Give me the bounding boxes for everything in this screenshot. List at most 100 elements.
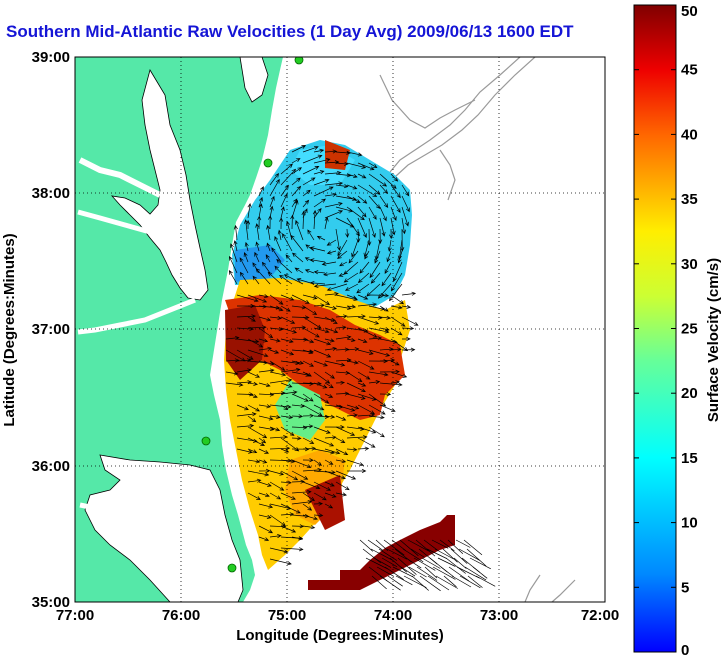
velocity-arrow (313, 303, 325, 308)
colorbar-tick-label: 20 (681, 385, 698, 402)
velocity-arrow (357, 446, 370, 451)
velocity-arrow (365, 557, 389, 570)
velocity-arrow (291, 158, 301, 164)
velocity-arrow (291, 145, 307, 153)
velocity-arrow (467, 575, 483, 588)
velocity-arrow (236, 392, 254, 397)
velocity-arrow (290, 234, 304, 252)
velocity-arrow (338, 272, 348, 277)
velocity-arrow (302, 305, 318, 315)
velocity-arrow (225, 371, 239, 376)
velocity-arrow (291, 393, 309, 402)
velocity-arrow (280, 168, 297, 186)
velocity-arrow (335, 228, 341, 251)
velocity-arrow (258, 525, 274, 534)
velocity-arrow (357, 294, 369, 300)
velocity-arrow (475, 575, 496, 587)
velocity-arrow (269, 338, 281, 343)
velocity-arrow (346, 195, 361, 203)
velocity-arrow (313, 283, 337, 289)
delaware-bay (239, 57, 269, 103)
velocity-arrow (247, 316, 256, 322)
velocity-arrow (379, 392, 392, 397)
velocity-arrow (346, 435, 368, 440)
velocity-arrow (269, 294, 284, 305)
velocity-arrow (357, 426, 377, 434)
velocity-arrow (313, 513, 324, 518)
velocity-arrow (379, 173, 397, 189)
velocity-arrow (301, 210, 306, 230)
velocity-arrow (346, 360, 359, 365)
velocity-arrow (236, 423, 255, 428)
velocity-arrow (313, 414, 330, 419)
velocity-arrow (390, 380, 400, 385)
velocity-arrow (269, 360, 286, 371)
velocity-arrow (279, 274, 293, 285)
velocity-arrow (390, 371, 408, 378)
velocity-arrow (463, 539, 483, 556)
velocity-arrow (280, 480, 292, 485)
velocity-arrow (239, 257, 249, 274)
velocity-arrow (236, 448, 253, 454)
velocity-arrow (335, 448, 349, 456)
velocity-arrow (258, 536, 270, 542)
velocity-arrow (247, 448, 258, 454)
velocity-arrow (368, 426, 385, 438)
velocity-arrow (408, 566, 427, 578)
velocity-arrow (280, 448, 290, 453)
velocity-arrow (280, 492, 296, 500)
velocity-arrow (370, 272, 381, 284)
velocity-arrow (376, 566, 395, 577)
velocity-arrow (302, 404, 323, 417)
velocity-arrow (389, 228, 394, 240)
plot-title: Southern Mid-Atlantic Raw Velocities (1 … (6, 22, 574, 41)
velocity-arrow (258, 294, 269, 299)
plot-frame (74, 56, 606, 603)
colorbar: 0 5 10 15 20 25 30 35 40 45 50 Surface Velocity (c… (633, 3, 722, 659)
velocity-arrow (291, 536, 304, 541)
velocity-arrow (316, 235, 326, 241)
velocity-arrow (258, 186, 264, 197)
velocity-arrow (313, 459, 323, 466)
velocity-arrow (258, 305, 281, 310)
velocity-arrow (313, 207, 322, 219)
velocity-arrow (239, 271, 249, 285)
station-marker-hatteras (227, 563, 237, 573)
velocity-field-red (225, 295, 405, 420)
velocity-arrow (357, 338, 368, 343)
velocity-arrow (335, 347, 350, 352)
velocity-arrow (313, 178, 330, 186)
velocity-arrow (402, 548, 424, 563)
velocity-arrow (302, 525, 316, 530)
velocity-arrow (290, 214, 295, 230)
velocity-arrow (302, 481, 321, 490)
velocity-arrow (244, 241, 249, 252)
velocity-arrow (324, 201, 343, 208)
velocity-arrow (269, 558, 292, 566)
velocity-arrow (373, 557, 392, 568)
velocity-arrow (291, 425, 308, 430)
velocity-arrow (291, 381, 315, 386)
velocity-arrow (258, 426, 275, 432)
velocity-arrow (401, 326, 415, 331)
velocity-arrow (233, 240, 238, 252)
velocity-field-southeast (305, 475, 345, 530)
velocity-arrow (356, 283, 370, 294)
velocity-arrow (346, 206, 365, 221)
velocity-arrow (368, 371, 389, 377)
velocity-arrow (309, 258, 326, 263)
velocity-arrow (401, 316, 419, 326)
velocity-arrow (269, 315, 282, 321)
velocity-arrow (324, 149, 338, 154)
velocity-arrow (357, 173, 367, 179)
velocity-arrow (392, 566, 413, 578)
velocity-arrow (225, 335, 240, 340)
velocity-arrow (397, 250, 403, 264)
velocity-arrow (312, 209, 318, 230)
velocity-arrow (368, 379, 381, 385)
velocity-arrow (255, 241, 260, 252)
velocity-arrow (368, 162, 378, 169)
velocity-arrow (313, 148, 325, 153)
velocity-arrow (269, 195, 275, 208)
velocity-arrow (324, 414, 336, 419)
